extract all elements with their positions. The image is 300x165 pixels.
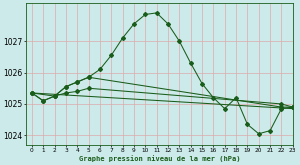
X-axis label: Graphe pression niveau de la mer (hPa): Graphe pression niveau de la mer (hPa) xyxy=(79,155,240,162)
